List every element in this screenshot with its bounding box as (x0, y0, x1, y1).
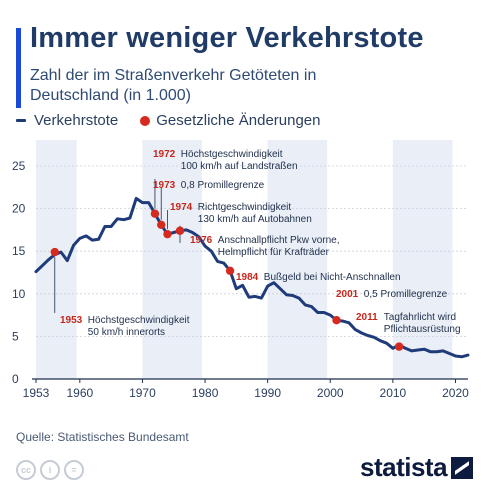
y-tick-label: 5 (12, 329, 19, 343)
y-tick-label: 15 (12, 244, 26, 258)
event-year-label: 1974 (170, 202, 193, 213)
event-description: 50 km/h innerorts (88, 327, 165, 338)
event-description: Pflichtausrüstung (384, 324, 461, 335)
event-dot (50, 247, 59, 257)
decade-band (392, 140, 453, 379)
event-dot (175, 226, 185, 235)
statista-logo[interactable]: statista (360, 452, 474, 483)
license-icons: cc i = (16, 460, 84, 480)
event-year-label: 2011 (356, 312, 378, 323)
event-dot (150, 209, 160, 218)
x-tick-label: 2010 (380, 386, 407, 400)
legend-event-swatch (140, 115, 151, 126)
y-tick-label: 0 (12, 372, 19, 386)
statista-logo-icon (451, 456, 474, 479)
x-tick-label: 1990 (254, 386, 281, 400)
event-year-label: 1973 (153, 180, 176, 191)
x-tick-label: 1953 (23, 386, 50, 400)
event-description: 0,8 Promillegrenze (181, 180, 265, 191)
legend-series-label: Verkehrstote (34, 112, 119, 129)
event-year-label: 1972 (153, 149, 176, 160)
event-description: 100 km/h auf Landstraßen (181, 161, 298, 172)
legend-line-swatch (16, 119, 26, 122)
event-dot (332, 316, 341, 325)
event-dot (157, 220, 166, 229)
event-description: Richtgeschwindigkeit (198, 202, 292, 213)
event-description: Tagfahrlicht wird (384, 312, 456, 323)
x-tick-label: 1980 (192, 386, 219, 400)
title-accent-bar (16, 28, 21, 108)
event-year-label: 1953 (60, 315, 83, 326)
x-tick-label: 2000 (317, 386, 344, 400)
x-tick-label: 2020 (442, 386, 469, 400)
event-description: 130 km/h auf Autobahnen (198, 214, 312, 225)
chart-title: Immer weniger Verkehrstote (30, 22, 424, 54)
decade-band (267, 140, 328, 379)
legend-events-label: Gesetzliche Änderungen (156, 112, 321, 129)
event-description: Höchstgeschwindigkeit (88, 315, 190, 326)
equals-icon[interactable]: = (64, 460, 84, 480)
event-description: Höchstgeschwindigkeit (181, 149, 283, 160)
brand-name: statista (360, 452, 448, 482)
y-tick-label: 25 (12, 159, 26, 173)
y-tick-label: 10 (12, 287, 26, 301)
chart-subtitle: Zahl der im Straßenverkehr Getöteten in … (30, 67, 317, 104)
x-tick-label: 1970 (129, 386, 156, 400)
x-tick-label: 1960 (66, 386, 93, 400)
chart-legend: Verkehrstote Gesetzliche Änderungen (16, 112, 321, 129)
event-dot (394, 342, 404, 351)
event-description: Anschnallpflicht Pkw vorne, (218, 235, 340, 246)
event-description: 0,5 Promillegrenze (364, 289, 448, 300)
event-dot (163, 229, 172, 239)
source-note: Quelle: Statistisches Bundesamt (16, 430, 189, 444)
y-tick-label: 20 (12, 202, 26, 216)
decade-band (36, 140, 77, 379)
person-icon[interactable]: i (40, 460, 60, 480)
event-dot (225, 266, 235, 275)
decade-band (142, 140, 202, 379)
event-description: Bußgeld bei Nicht-Anschnallen (264, 272, 401, 283)
event-description: Helmpflicht für Krafträder (218, 247, 330, 258)
event-year-label: 2001 (336, 289, 359, 300)
event-year-label: 1976 (190, 235, 213, 246)
event-year-label: 1984 (236, 272, 259, 283)
cc-icon[interactable]: cc (16, 460, 36, 480)
